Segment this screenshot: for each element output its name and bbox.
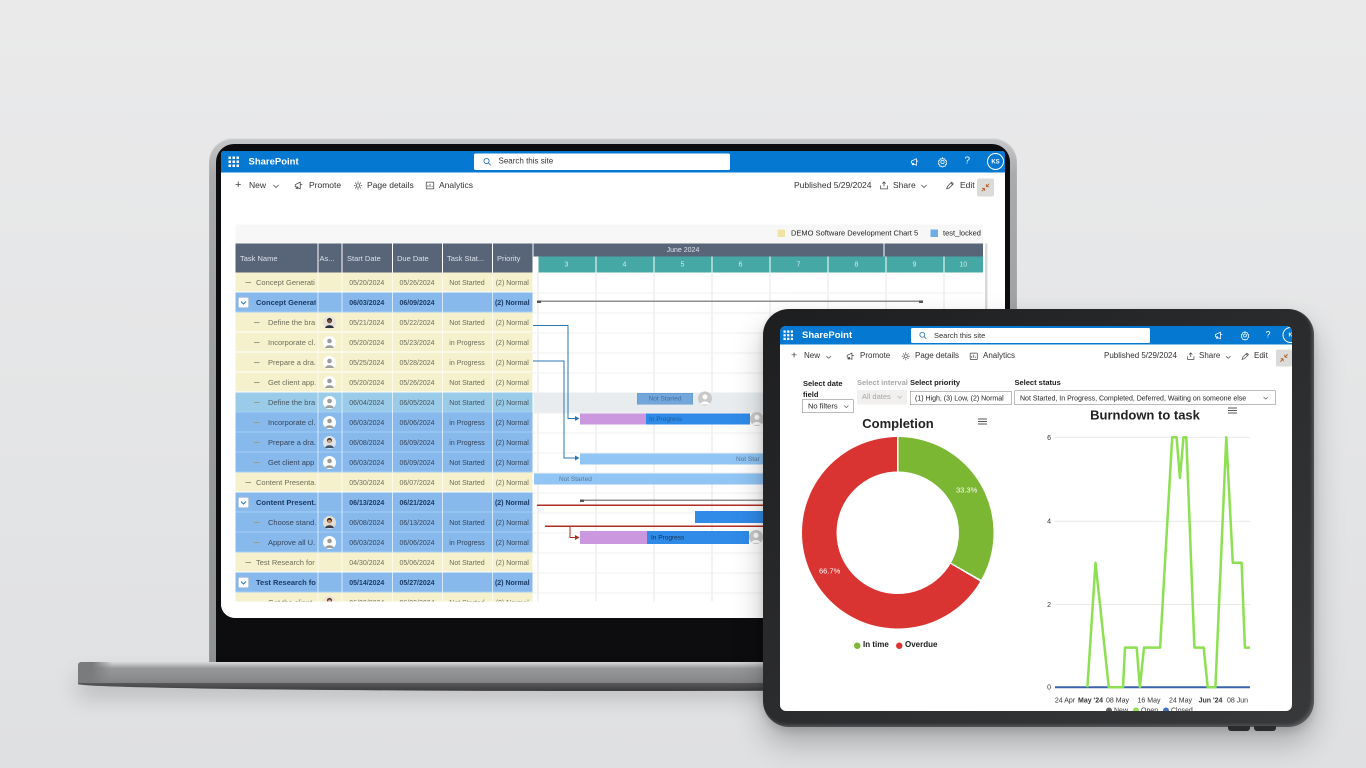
svg-text:0: 0 [1047, 685, 1051, 692]
svg-text:2: 2 [1047, 602, 1051, 609]
svg-text:6: 6 [1047, 435, 1051, 442]
svg-text:4: 4 [1047, 519, 1051, 526]
